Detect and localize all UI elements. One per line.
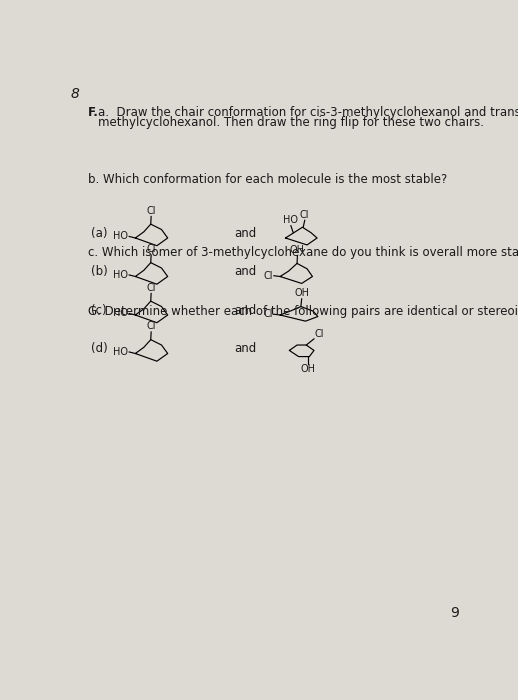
Text: methylcyclohexanol. Then draw the ring flip for these two chairs.: methylcyclohexanol. Then draw the ring f…	[98, 116, 484, 129]
Text: c. Which isomer of 3-methylcyclohexane do you think is overall more stable? Expl: c. Which isomer of 3-methylcyclohexane d…	[88, 246, 518, 259]
Text: G. Determine whether each of the following pairs are identical or stereoisomers.: G. Determine whether each of the followi…	[88, 305, 518, 318]
Text: OH: OH	[300, 364, 315, 374]
Text: HO: HO	[283, 215, 298, 225]
Text: Cl: Cl	[147, 244, 156, 254]
Text: (b): (b)	[92, 265, 108, 279]
Text: and: and	[234, 227, 256, 240]
Text: Cl: Cl	[264, 271, 273, 281]
Text: HO: HO	[113, 309, 128, 318]
Text: 8: 8	[70, 87, 80, 101]
Text: (a): (a)	[92, 227, 108, 240]
Text: HO: HO	[113, 347, 128, 357]
Text: 9: 9	[450, 606, 459, 620]
Text: (c): (c)	[92, 304, 107, 317]
Text: and: and	[234, 342, 256, 356]
Text: Cl: Cl	[147, 283, 156, 293]
Text: HO: HO	[113, 232, 128, 242]
Text: Cl: Cl	[147, 206, 156, 216]
Text: and: and	[234, 265, 256, 279]
Text: HO: HO	[113, 270, 128, 280]
Text: b. Which conformation for each molecule is the most stable?: b. Which conformation for each molecule …	[88, 173, 447, 186]
Text: Cl: Cl	[300, 209, 309, 220]
Text: and: and	[234, 304, 256, 317]
Text: a.  Draw the chair conformation for cis-3-methylcyclohexanol and trans-3-: a. Draw the chair conformation for cis-3…	[98, 106, 518, 118]
Text: Cl: Cl	[147, 321, 156, 331]
Text: OH: OH	[294, 288, 309, 298]
Text: Cl: Cl	[264, 309, 273, 319]
Text: OH: OH	[290, 245, 305, 255]
Text: (d): (d)	[92, 342, 108, 356]
Text: F.: F.	[88, 106, 98, 118]
Text: Cl: Cl	[315, 329, 324, 339]
